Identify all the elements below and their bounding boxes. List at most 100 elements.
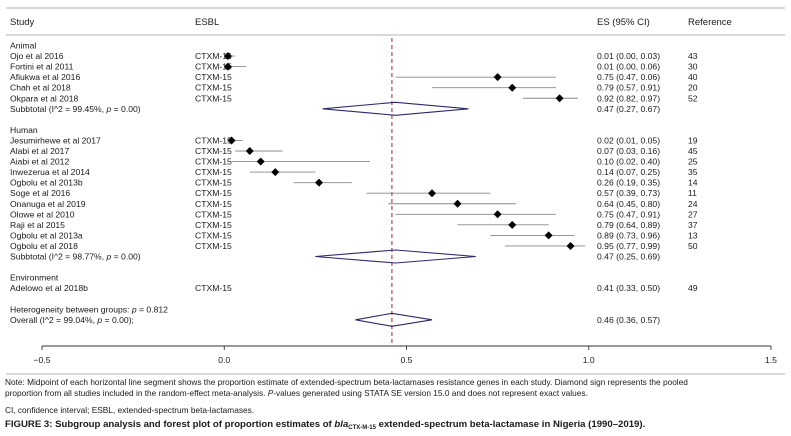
reference-number: 24 [688, 199, 698, 209]
esbl-label: CTXM-15 [195, 157, 232, 167]
reference-number: 14 [688, 178, 698, 188]
subgroup-header: Human [10, 125, 38, 135]
caption-prefix: FIGURE 3: Subgroup analysis and forest p… [5, 419, 335, 430]
point-estimate-marker [271, 168, 280, 177]
study-label: Alabi et al 2017 [10, 146, 69, 156]
reference-number: 20 [688, 83, 698, 93]
point-estimate-marker [508, 83, 517, 92]
caption-suffix: extended-spectrum beta-lactamase in Nige… [375, 419, 646, 430]
effect-size-text: 0.92 (0.82, 0.97) [597, 93, 660, 103]
point-estimate-marker [428, 189, 437, 198]
caption-gene: bla [334, 419, 349, 430]
point-estimate-marker [315, 178, 324, 187]
subtotal-label: Subbtotal (I^2 = 98.77%, p = 0.00) [10, 252, 141, 262]
subtotal-effect-size-text: 0.47 (0.25, 0.69) [597, 252, 660, 262]
point-estimate-marker [453, 199, 462, 208]
esbl-label: CTXM-15 [195, 230, 232, 240]
reference-number: 37 [688, 220, 698, 230]
reference-number: 30 [688, 62, 698, 72]
study-label: Ogbolu et al 2018 [10, 241, 78, 251]
esbl-label: CTXM-15 [195, 283, 232, 293]
note-line-1: Note: Midpoint of each horizontal line s… [5, 377, 688, 387]
point-estimate-marker [508, 220, 517, 229]
note-line-2-a: proportion from all studies included in … [5, 388, 268, 398]
esbl-label: CTXM-15 [195, 167, 232, 177]
subgroup-header: Animal [10, 41, 36, 51]
reference-number: 49 [688, 283, 698, 293]
x-axis-tick-label: −0.5 [34, 355, 51, 365]
subtotal-diamond [322, 101, 469, 116]
esbl-label: CTXM-15 [195, 209, 232, 219]
subtotal-diamond [315, 249, 476, 264]
esbl-label: CTXM-15 [195, 178, 232, 188]
subgroup-header: Environment [10, 273, 59, 283]
heterogeneity-text: Heterogeneity between groups: p = 0.812 [10, 304, 168, 314]
point-estimate-marker [245, 147, 254, 155]
subtotal-label: Subbtotal (I^2 = 99.45%, p = 0.00) [10, 104, 141, 114]
effect-size-text: 0.79 (0.57, 0.91) [597, 83, 660, 93]
reference-number: 25 [688, 157, 698, 167]
study-label: Soge et al 2016 [10, 188, 70, 198]
point-estimate-marker [555, 94, 564, 103]
study-label: Ogbolu et al 2013a [10, 230, 83, 240]
x-axis-tick-label: 0.5 [401, 355, 413, 365]
esbl-label: CTXM-15 [195, 135, 232, 145]
study-label: Onanuga et al 2019 [10, 199, 86, 209]
esbl-label: CTXM-15 [195, 51, 232, 61]
overall-effect-size-text: 0.46 (0.36, 0.57) [597, 315, 660, 325]
point-estimate-marker [493, 73, 502, 82]
reference-number: 45 [688, 146, 698, 156]
overall-label: Overall (I^2 = 99.04%, p = 0.00); [10, 315, 134, 325]
study-label: Afiukwa et al 2016 [10, 72, 80, 82]
effect-size-text: 0.79 (0.64, 0.89) [597, 220, 660, 230]
reference-number: 52 [688, 93, 698, 103]
reference-number: 19 [688, 135, 698, 145]
esbl-label: CTXM-15 [195, 72, 232, 82]
point-estimate-marker [223, 62, 232, 71]
study-label: Inwezerua et al 2014 [10, 167, 90, 177]
effect-size-text: 0.07 (0.03, 0.16) [597, 146, 660, 156]
column-header-esbl: ESBL [195, 17, 219, 28]
esbl-label: CTXM-15 [195, 188, 232, 198]
point-estimate-marker [544, 231, 553, 240]
effect-size-text: 0.75 (0.47, 0.06) [597, 72, 660, 82]
effect-size-text: 0.01 (0.00, 0.06) [597, 62, 660, 72]
study-label: Aiabi et al 2012 [10, 157, 69, 167]
esbl-label: CTXM-15 [195, 220, 232, 230]
x-axis-tick-label: 1.0 [583, 355, 595, 365]
study-label: Jesumirhewe et al 2017 [10, 135, 101, 145]
figure-caption: FIGURE 3: Subgroup analysis and forest p… [5, 419, 645, 431]
esbl-label: CTXM-15 [195, 199, 232, 209]
esbl-label: CTXM-15 [195, 146, 232, 156]
reference-number: 40 [688, 72, 698, 82]
note-line-2: proportion from all studies included in … [5, 388, 785, 399]
x-axis-tick-label: 0.0 [218, 355, 230, 365]
overall-diamond [355, 312, 433, 327]
reference-number: 43 [688, 51, 698, 61]
column-header-es: ES (95% CI) [597, 17, 650, 28]
effect-size-text: 0.14 (0.07, 0.25) [597, 167, 660, 177]
esbl-label: CTXM-15 [195, 93, 232, 103]
esbl-label: CTXM-15 [195, 62, 232, 72]
x-axis-tick-label: 1.5 [765, 355, 777, 365]
effect-size-text: 0.89 (0.73, 0.96) [597, 230, 660, 240]
study-label: Ojo et al 2016 [10, 51, 64, 61]
note-line-3: CI, confidence interval; ESBL, extended-… [5, 405, 255, 415]
study-label: Olowe et al 2010 [10, 209, 75, 219]
study-label: Ogbolu et al 2013b [10, 178, 83, 188]
effect-size-text: 0.02 (0.01, 0.05) [597, 135, 660, 145]
study-label: Fortini et al 2011 [10, 62, 74, 72]
study-label: Chah et al 2018 [10, 83, 71, 93]
reference-number: 11 [688, 188, 697, 198]
study-label: Adelowo et al 2018b [10, 283, 88, 293]
reference-number: 27 [688, 209, 698, 219]
esbl-label: CTXM-15 [195, 241, 232, 251]
point-estimate-marker [493, 210, 502, 219]
point-estimate-marker [256, 157, 265, 166]
point-estimate-marker [223, 52, 232, 61]
effect-size-text: 0.41 (0.33, 0.50) [597, 283, 660, 293]
point-estimate-marker [566, 241, 575, 250]
caption-gene-sub: CTX-M-15 [348, 425, 376, 431]
study-label: Okpara et al 2018 [10, 93, 79, 103]
subtotal-effect-size-text: 0.47 (0.27, 0.67) [597, 104, 660, 114]
